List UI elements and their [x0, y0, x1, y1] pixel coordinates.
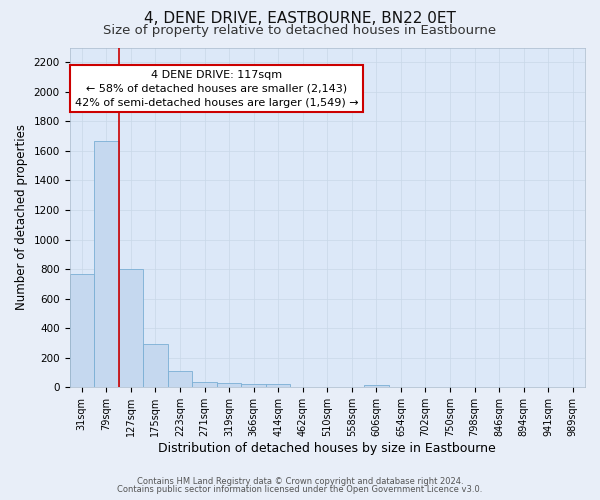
Text: Contains public sector information licensed under the Open Government Licence v3: Contains public sector information licen…: [118, 485, 482, 494]
Text: Contains HM Land Registry data © Crown copyright and database right 2024.: Contains HM Land Registry data © Crown c…: [137, 477, 463, 486]
Y-axis label: Number of detached properties: Number of detached properties: [15, 124, 28, 310]
Bar: [119, 269, 143, 388]
Text: Size of property relative to detached houses in Eastbourne: Size of property relative to detached ho…: [103, 24, 497, 37]
Bar: [290, 386, 315, 388]
Bar: [364, 384, 389, 388]
Text: 4, DENE DRIVE, EASTBOURNE, BN22 0ET: 4, DENE DRIVE, EASTBOURNE, BN22 0ET: [144, 11, 456, 26]
Bar: [168, 371, 192, 388]
Bar: [217, 383, 241, 388]
Bar: [266, 384, 290, 388]
Bar: [192, 382, 217, 388]
X-axis label: Distribution of detached houses by size in Eastbourne: Distribution of detached houses by size …: [158, 442, 496, 455]
Bar: [94, 140, 119, 388]
Bar: [143, 344, 168, 388]
Text: 4 DENE DRIVE: 117sqm
← 58% of detached houses are smaller (2,143)
42% of semi-de: 4 DENE DRIVE: 117sqm ← 58% of detached h…: [74, 70, 358, 108]
Bar: [241, 384, 266, 388]
Bar: [70, 274, 94, 388]
